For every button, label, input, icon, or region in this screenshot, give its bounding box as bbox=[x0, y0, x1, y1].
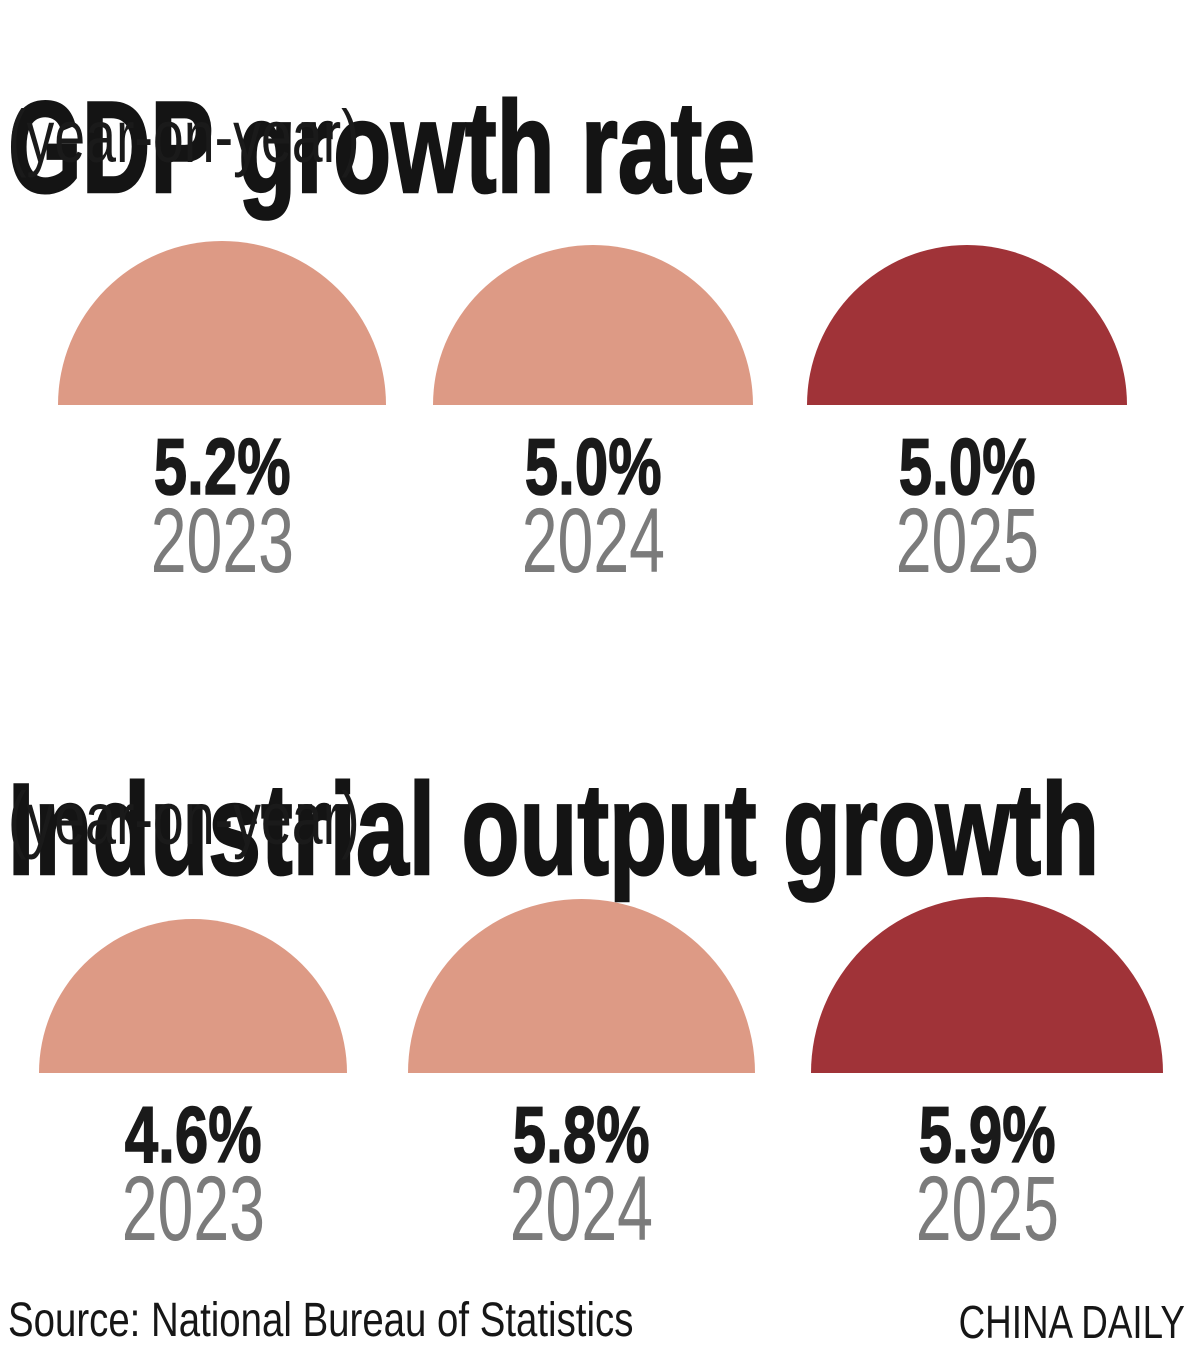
year-industrial-2025-text: 2025 bbox=[915, 1158, 1059, 1260]
value-gdp-2025-text: 5.0% bbox=[898, 422, 1036, 511]
chart-industrial-subtitle: (year-on-year) bbox=[8, 782, 477, 856]
value-industrial-2023-text: 4.6% bbox=[124, 1090, 262, 1179]
value-gdp-2023-text: 5.2% bbox=[153, 422, 291, 511]
value-industrial-2024: 5.8% bbox=[408, 1090, 755, 1179]
value-gdp-2025: 5.0% bbox=[807, 422, 1127, 511]
chart-industrial-title-text: Industrial output growth bbox=[7, 756, 1100, 903]
credit-text: CHINA DAILY bbox=[902, 1299, 1185, 1345]
value-industrial-2025-text: 5.9% bbox=[918, 1090, 1056, 1179]
year-industrial-2023: 2023 bbox=[39, 1163, 347, 1255]
credit-text-inner: CHINA DAILY bbox=[958, 1296, 1185, 1348]
value-gdp-2024: 5.0% bbox=[433, 422, 753, 511]
chart-industrial-subtitle-text: (year-on-year) bbox=[8, 777, 360, 860]
chart-gdp-title-text: GDP growth rate bbox=[7, 74, 756, 221]
chart-gdp-subtitle-text: (year-on-year) bbox=[8, 95, 360, 178]
semicircle-industrial-2023 bbox=[39, 919, 347, 1073]
year-gdp-2024-text: 2024 bbox=[521, 490, 665, 592]
year-gdp-2025-text: 2025 bbox=[895, 490, 1039, 592]
semicircle-gdp-2023 bbox=[58, 241, 386, 405]
year-industrial-2025: 2025 bbox=[811, 1163, 1163, 1255]
chart-industrial-title: Industrial output growth bbox=[7, 756, 1199, 903]
year-industrial-2023-text: 2023 bbox=[121, 1158, 265, 1260]
value-industrial-2025: 5.9% bbox=[811, 1090, 1163, 1179]
semicircle-gdp-2025 bbox=[807, 245, 1127, 405]
year-gdp-2024: 2024 bbox=[433, 495, 753, 587]
year-gdp-2023-text: 2023 bbox=[150, 490, 294, 592]
source-text-inner: Source: National Bureau of Statistics bbox=[8, 1294, 634, 1347]
year-gdp-2023: 2023 bbox=[58, 495, 386, 587]
value-industrial-2023: 4.6% bbox=[39, 1090, 347, 1179]
year-industrial-2024-text: 2024 bbox=[509, 1158, 654, 1260]
value-gdp-2024-text: 5.0% bbox=[524, 422, 662, 511]
semicircle-industrial-2025 bbox=[811, 897, 1163, 1073]
semicircle-gdp-2024 bbox=[433, 245, 753, 405]
year-industrial-2024: 2024 bbox=[408, 1163, 755, 1255]
semicircle-industrial-2024 bbox=[408, 899, 755, 1073]
value-gdp-2023: 5.2% bbox=[58, 422, 386, 511]
source-text: Source: National Bureau of Statistics bbox=[8, 1297, 790, 1345]
value-industrial-2024-text: 5.8% bbox=[513, 1090, 651, 1179]
chart-gdp-title: GDP growth rate bbox=[7, 74, 1031, 221]
year-gdp-2025: 2025 bbox=[807, 495, 1127, 587]
chart-gdp-subtitle: (year-on-year) bbox=[8, 100, 477, 174]
